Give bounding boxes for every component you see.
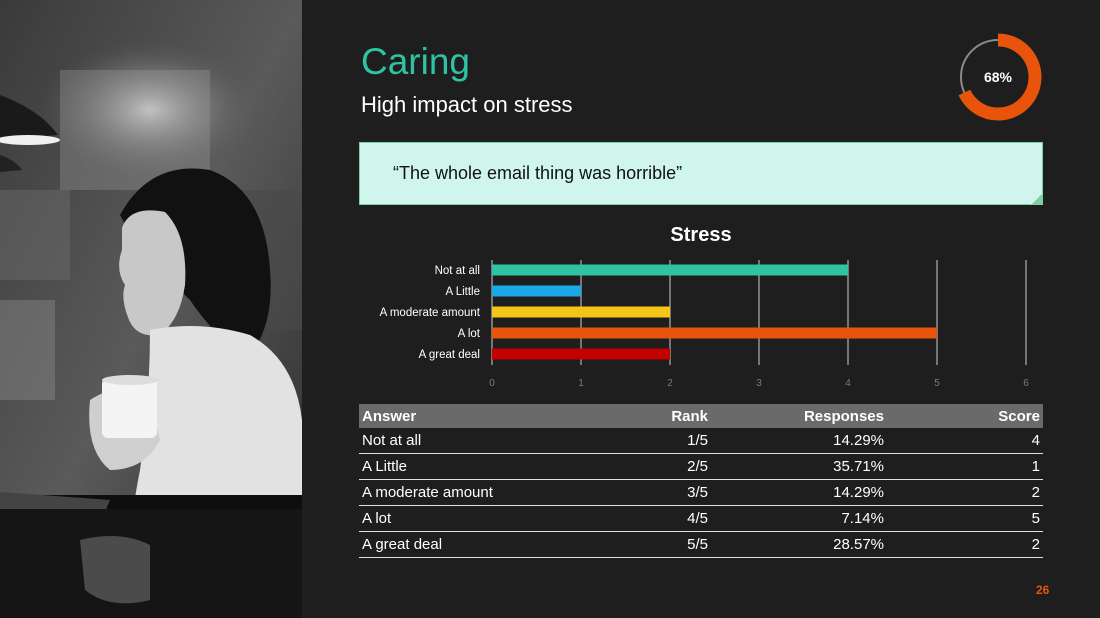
quote-callout: “The whole email thing was horrible” <box>359 142 1043 205</box>
cell-answer: A moderate amount <box>359 479 595 506</box>
x-tick-label: 6 <box>1023 378 1029 389</box>
cell-rank: 2/5 <box>595 453 711 480</box>
chart-title: Stress <box>670 224 731 246</box>
percent-donut: 68% <box>954 33 1042 121</box>
table-header-row: Answer Rank Responses Score <box>359 404 1043 428</box>
chart-bars <box>492 264 937 360</box>
category-label: A Little <box>445 286 480 298</box>
category-label: A great deal <box>419 349 480 361</box>
cell-responses: 35.71% <box>711 453 887 480</box>
x-tick-label: 5 <box>934 378 940 389</box>
slide-title: Caring <box>361 41 470 82</box>
cell-score: 2 <box>887 479 1043 506</box>
x-tick-label: 4 <box>845 378 851 389</box>
donut-percent-label: 68% <box>984 69 1013 85</box>
cell-answer: A lot <box>359 505 595 532</box>
table-row: Not at all 1/5 14.29% 4 <box>359 428 1043 454</box>
results-table: Answer Rank Responses Score Not at all 1… <box>359 404 1043 558</box>
header-rank: Rank <box>595 404 711 428</box>
category-label: A moderate amount <box>380 307 481 319</box>
cell-score: 5 <box>887 505 1043 532</box>
woman-with-coffee-photo <box>0 0 302 618</box>
table-row: A Little 2/5 35.71% 1 <box>359 453 1043 480</box>
x-tick-label: 1 <box>578 378 584 389</box>
stress-bar-chart: Stress Not at all A Little A moderate amou… <box>380 224 1030 389</box>
chart-category-labels: Not at all A Little A moderate amount A lot… <box>380 265 481 361</box>
table-row: A great deal 5/5 28.57% 2 <box>359 531 1043 558</box>
header-responses: Responses <box>711 404 887 428</box>
slide-subtitle: High impact on stress <box>361 92 573 117</box>
chart-gridlines <box>491 260 1027 365</box>
bar <box>492 327 937 339</box>
bar <box>492 306 670 318</box>
header-score: Score <box>887 404 1043 428</box>
cell-responses: 28.57% <box>711 531 887 558</box>
cell-score: 4 <box>887 428 1043 454</box>
table-row: A moderate amount 3/5 14.29% 2 <box>359 479 1043 506</box>
category-label: Not at all <box>435 265 480 277</box>
cell-rank: 5/5 <box>595 531 711 558</box>
bar <box>492 285 581 297</box>
cell-answer: A great deal <box>359 531 595 558</box>
x-tick-label: 3 <box>756 378 762 389</box>
page-number: 26 <box>1036 583 1050 597</box>
bar <box>492 348 670 360</box>
category-label: A lot <box>458 328 481 340</box>
donut-progress-arc <box>954 33 1042 121</box>
x-tick-label: 0 <box>489 378 495 389</box>
x-tick-label: 2 <box>667 378 673 389</box>
cell-rank: 3/5 <box>595 479 711 506</box>
cell-answer: A Little <box>359 453 595 480</box>
folded-corner-icon <box>1031 193 1043 205</box>
chart-tick-labels: 0 1 2 3 4 5 6 <box>489 378 1029 389</box>
cell-answer: Not at all <box>359 428 595 454</box>
cell-responses: 14.29% <box>711 428 887 454</box>
quote-text: “The whole email thing was horrible” <box>393 163 683 183</box>
header-answer: Answer <box>359 404 595 428</box>
cell-rank: 1/5 <box>595 428 711 454</box>
cell-responses: 7.14% <box>711 505 887 532</box>
cell-responses: 14.29% <box>711 479 887 506</box>
bar <box>492 264 848 276</box>
cell-score: 1 <box>887 453 1043 480</box>
table-row: A lot 4/5 7.14% 5 <box>359 505 1043 532</box>
cell-rank: 4/5 <box>595 505 711 532</box>
cell-score: 2 <box>887 531 1043 558</box>
